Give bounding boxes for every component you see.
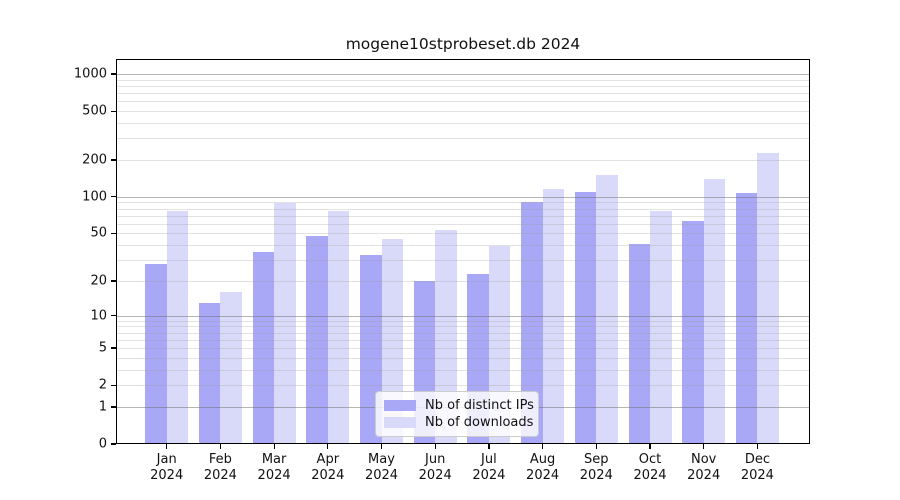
x-tick-label: Feb 2024 bbox=[203, 452, 237, 483]
plot-area bbox=[116, 59, 810, 444]
bar-downloads-nov bbox=[703, 179, 726, 444]
legend-label-distinct-ips: Nb of distinct IPs bbox=[425, 398, 534, 413]
x-tick-label: Mar 2024 bbox=[257, 452, 291, 483]
bar-distinct-ips-apr bbox=[306, 235, 328, 444]
y-tick-mark bbox=[111, 406, 116, 408]
x-tick-mark bbox=[434, 444, 436, 449]
x-tick-mark bbox=[327, 444, 329, 449]
y-tick-label: 100 bbox=[82, 189, 107, 205]
bar-distinct-ips-aug bbox=[521, 201, 543, 444]
y-tick-mark bbox=[111, 110, 116, 112]
y-tick-mark bbox=[111, 196, 116, 198]
x-tick-mark bbox=[542, 444, 544, 449]
x-tick-label: Jan 2024 bbox=[150, 452, 184, 483]
bar-downloads-feb bbox=[220, 292, 242, 444]
x-tick-mark bbox=[380, 444, 383, 449]
bar-downloads-sep bbox=[596, 174, 618, 444]
x-tick-mark bbox=[595, 444, 597, 449]
x-tick-mark bbox=[219, 444, 222, 449]
y-tick-mark bbox=[111, 315, 116, 317]
x-tick-label: Nov 2024 bbox=[687, 452, 721, 483]
bar-downloads-jan bbox=[166, 210, 189, 444]
y-tick-label: 2 bbox=[98, 377, 107, 393]
bar-downloads-aug bbox=[542, 189, 565, 444]
legend-label-downloads: Nb of downloads bbox=[425, 415, 534, 430]
y-tick-mark bbox=[111, 280, 116, 282]
y-tick-label: 500 bbox=[82, 103, 107, 119]
x-tick-label: Jun 2024 bbox=[418, 452, 452, 483]
y-tick-mark bbox=[111, 232, 116, 235]
bar-distinct-ips-mar bbox=[252, 252, 275, 444]
bar-downloads-apr bbox=[327, 210, 350, 444]
y-tick-label: 5 bbox=[98, 340, 107, 356]
bar-downloads-mar bbox=[274, 203, 296, 444]
x-tick-label: Dec 2024 bbox=[740, 452, 774, 483]
bar-distinct-ips-jan bbox=[145, 263, 167, 444]
y-tick-mark bbox=[111, 73, 116, 75]
x-tick-label: Apr 2024 bbox=[311, 452, 345, 483]
x-tick-label: Aug 2024 bbox=[526, 452, 560, 483]
x-tick-mark bbox=[166, 444, 168, 449]
x-tick-label: Sep 2024 bbox=[579, 452, 613, 483]
x-tick-label: May 2024 bbox=[364, 452, 399, 483]
y-tick-mark bbox=[111, 347, 116, 349]
y-tick-label: 10 bbox=[90, 308, 107, 324]
y-tick-label: 20 bbox=[90, 273, 107, 289]
x-tick-mark bbox=[273, 444, 275, 449]
x-tick-mark bbox=[488, 444, 490, 449]
x-tick-mark bbox=[703, 444, 705, 449]
bar-distinct-ips-nov bbox=[682, 221, 704, 444]
x-tick-label: Oct 2024 bbox=[633, 452, 667, 483]
y-tick-label: 1000 bbox=[73, 66, 107, 82]
y-tick-mark bbox=[111, 384, 116, 386]
y-tick-label: 50 bbox=[90, 225, 107, 241]
legend-item-downloads: Nb of downloads bbox=[384, 414, 534, 431]
bar-distinct-ips-oct bbox=[628, 243, 650, 444]
y-tick-label: 1 bbox=[98, 399, 107, 415]
y-tick-mark bbox=[111, 159, 116, 161]
bar-downloads-dec bbox=[757, 152, 779, 444]
bar-distinct-ips-feb bbox=[198, 302, 221, 444]
x-tick-label: Jul 2024 bbox=[472, 452, 506, 483]
bar-downloads-jun bbox=[435, 230, 457, 444]
x-tick-mark bbox=[756, 444, 759, 449]
legend: Nb of distinct IPs Nb of downloads bbox=[375, 391, 539, 437]
legend-swatch-downloads bbox=[384, 417, 416, 428]
legend-item-distinct-ips: Nb of distinct IPs bbox=[384, 397, 534, 414]
y-tick-label: 200 bbox=[82, 152, 107, 168]
y-tick-label: 0 bbox=[98, 436, 107, 452]
bar-distinct-ips-dec bbox=[735, 192, 758, 444]
chart-title: mogene10stprobeset.db 2024 bbox=[345, 35, 581, 53]
y-tick-mark bbox=[111, 443, 116, 445]
bar-distinct-ips-sep bbox=[574, 191, 597, 444]
x-tick-mark bbox=[649, 444, 651, 449]
bar-downloads-oct bbox=[650, 210, 672, 444]
legend-swatch-distinct-ips bbox=[384, 400, 416, 411]
